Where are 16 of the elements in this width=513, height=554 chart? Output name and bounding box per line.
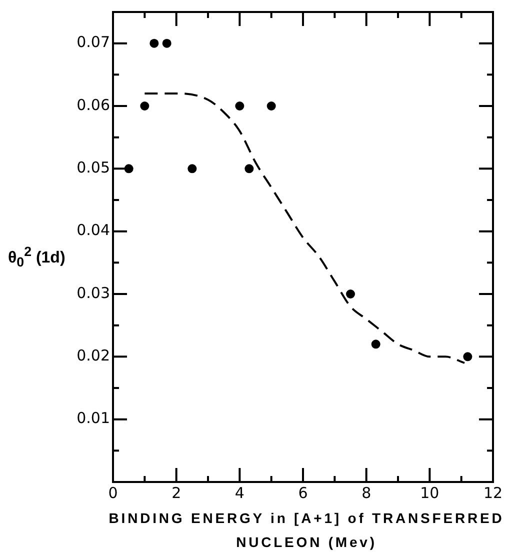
y-tick-label: 0.03 (76, 284, 110, 302)
y-tick-label: 0.01 (76, 409, 110, 428)
x-axis-title: BINDING ENERGY in [A+1] of TRANSFERRED NUCLEON (Mev) (108, 509, 506, 552)
x-tick-label: 2 (172, 484, 182, 502)
x-tick-label: 8 (362, 484, 372, 502)
x-tick-label: 12 (483, 484, 503, 502)
y-tick-label: 0.06 (76, 96, 110, 114)
x-tick-label: 6 (298, 484, 308, 502)
x-tick-label: 0 (108, 484, 118, 502)
y-axis-title: θ$_{0}$$^{2}$ (1d) (8, 244, 66, 270)
y-tick-label: 0.04 (76, 221, 110, 240)
x-tick-label: 4 (234, 484, 244, 502)
y-tick-label: 0.02 (76, 346, 110, 365)
x-tick-label: 10 (420, 484, 440, 502)
y-tick-label: 0.07 (76, 33, 110, 52)
y-tick-label: 0.05 (76, 158, 110, 177)
